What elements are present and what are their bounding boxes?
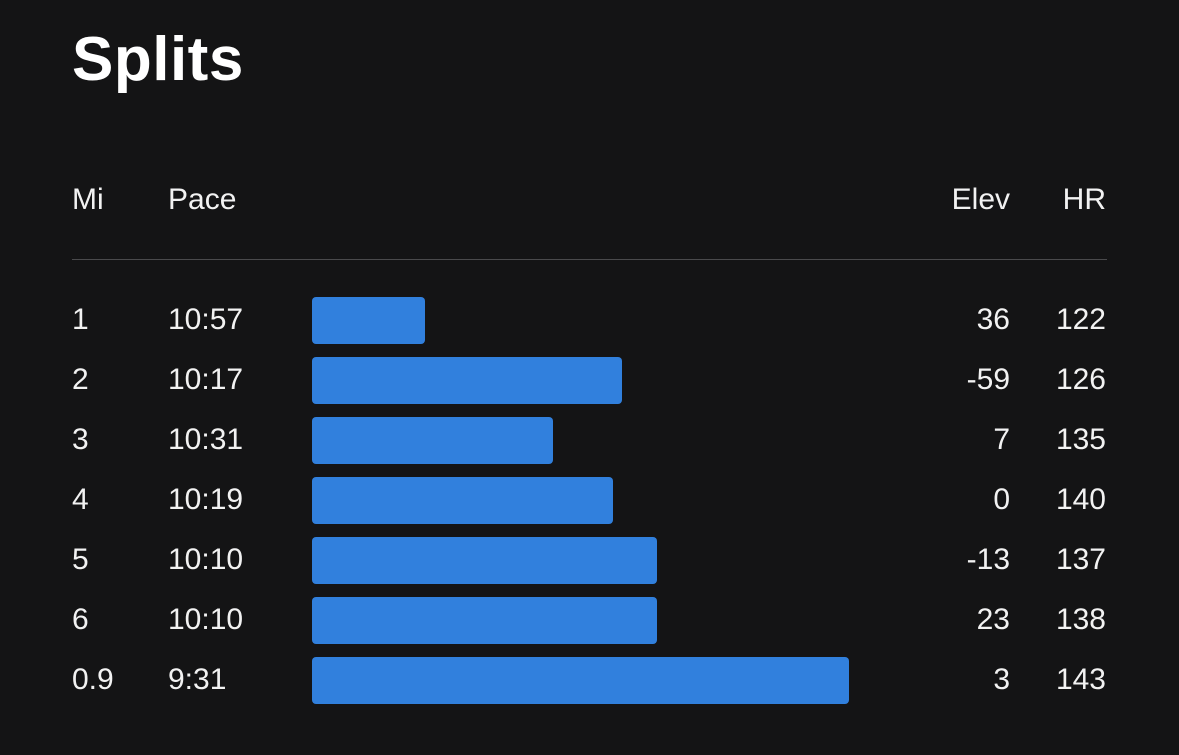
split-row: 0.9 9:31 3 143 — [0, 650, 1179, 710]
split-pace: 10:10 — [168, 543, 244, 576]
column-header-pace: Pace — [168, 183, 237, 216]
split-mile: 4 — [72, 483, 89, 516]
split-heart-rate: 137 — [1055, 543, 1106, 576]
page-title: Splits — [72, 25, 244, 94]
split-elevation: 36 — [976, 303, 1010, 336]
pace-bar — [312, 597, 657, 644]
split-heart-rate: 126 — [1055, 363, 1106, 396]
split-elevation: 3 — [993, 663, 1010, 696]
split-heart-rate: 138 — [1055, 603, 1106, 636]
split-pace: 9:31 — [168, 663, 227, 696]
pace-bar — [312, 357, 623, 404]
split-pace: 10:19 — [168, 483, 244, 516]
split-mile: 2 — [72, 363, 89, 396]
split-elevation: -59 — [966, 363, 1010, 396]
pace-bar — [312, 537, 657, 584]
header-divider — [72, 259, 1107, 260]
split-elevation: 23 — [976, 603, 1010, 636]
split-row: 1 10:57 36 122 — [0, 290, 1179, 350]
split-row: 5 10:10 -13 137 — [0, 530, 1179, 590]
split-pace: 10:10 — [168, 603, 244, 636]
split-elevation: -13 — [966, 543, 1010, 576]
pace-bar — [312, 657, 849, 704]
column-header-hr: HR — [1062, 183, 1106, 216]
pace-bar — [312, 297, 426, 344]
split-pace: 10:57 — [168, 303, 244, 336]
split-heart-rate: 143 — [1055, 663, 1106, 696]
split-pace: 10:17 — [168, 363, 244, 396]
split-row: 6 10:10 23 138 — [0, 590, 1179, 650]
split-row: 3 10:31 7 135 — [0, 410, 1179, 470]
split-mile: 3 — [72, 423, 89, 456]
split-row: 2 10:17 -59 126 — [0, 350, 1179, 410]
split-mile: 1 — [72, 303, 89, 336]
split-mile: 0.9 — [72, 663, 114, 696]
pace-bar — [312, 417, 554, 464]
column-header-mi: Mi — [72, 183, 104, 216]
split-row: 4 10:19 0 140 — [0, 470, 1179, 530]
split-heart-rate: 122 — [1055, 303, 1106, 336]
split-heart-rate: 135 — [1055, 423, 1106, 456]
split-heart-rate: 140 — [1055, 483, 1106, 516]
split-pace: 10:31 — [168, 423, 244, 456]
splits-list: 1 10:57 36 122 2 10:17 -59 126 3 10:31 7… — [0, 290, 1179, 710]
column-header-elev: Elev — [951, 183, 1010, 216]
split-mile: 6 — [72, 603, 89, 636]
split-mile: 5 — [72, 543, 89, 576]
split-elevation: 7 — [993, 423, 1010, 456]
split-elevation: 0 — [993, 483, 1010, 516]
pace-bar — [312, 477, 613, 524]
